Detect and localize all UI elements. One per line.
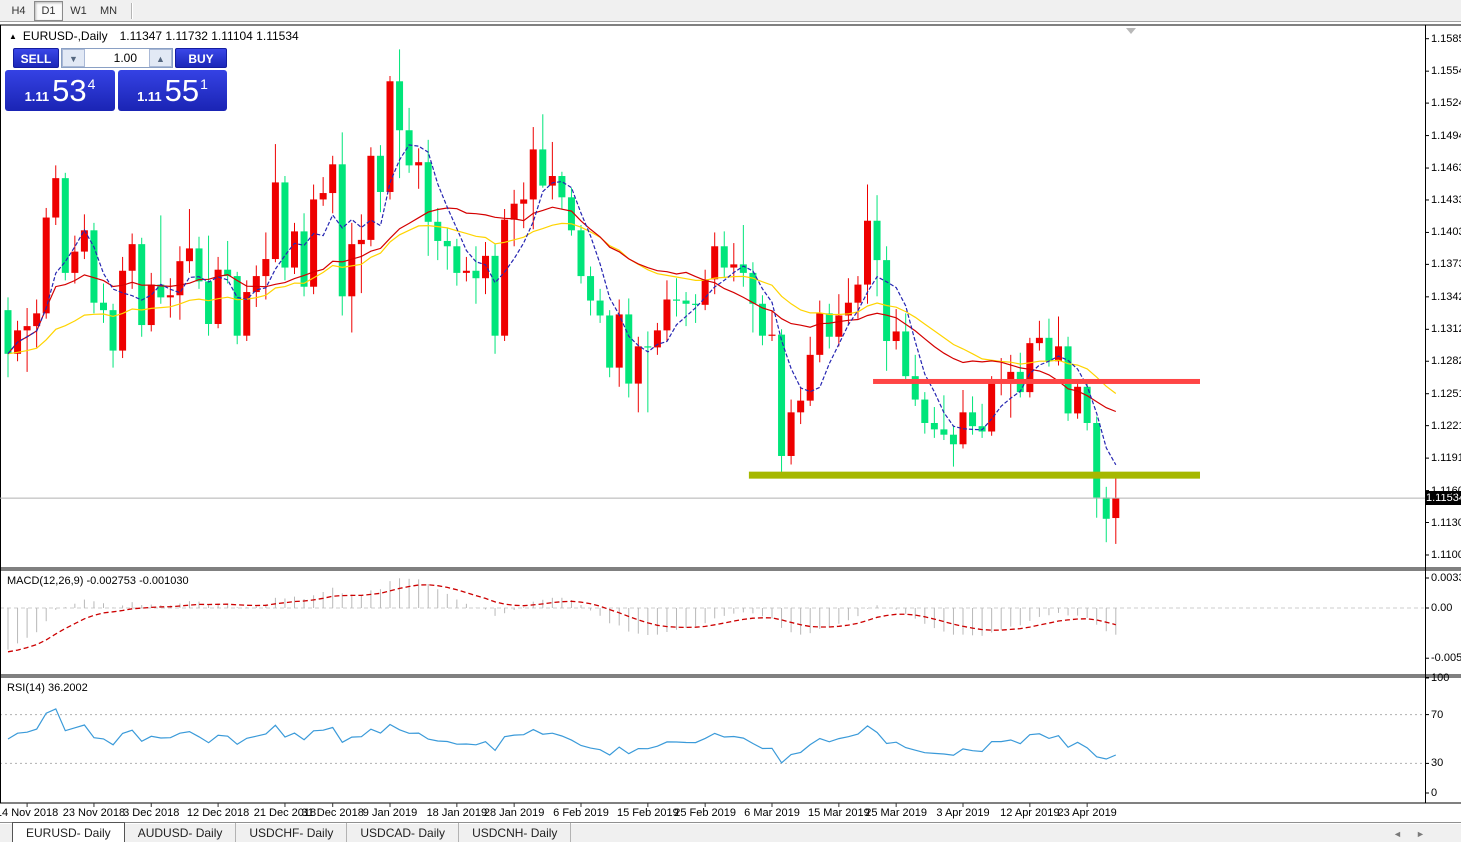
price-axis-label: 1.15850 <box>1431 32 1461 45</box>
macd-indicator-label: MACD(12,26,9) -0.002753 -0.001030 <box>7 575 189 587</box>
date-axis-label: 3 Apr 2019 <box>936 807 990 819</box>
price-axis-label: 1.13120 <box>1431 323 1461 336</box>
date-axis-label: 18 Jan 2019 <box>426 807 488 819</box>
rsi-axis-label: 30 <box>1431 757 1444 770</box>
date-axis-label: 6 Mar 2019 <box>744 807 800 819</box>
sell-price-pipette: 4 <box>87 75 96 92</box>
sell-price-prefix: 1.11 <box>24 89 50 104</box>
price-axis-label: 1.11910 <box>1431 452 1461 465</box>
tab-eurusd[interactable]: EURUSD- Daily <box>12 822 125 842</box>
buy-price-display[interactable]: 1.11 55 1 <box>118 70 227 111</box>
timeframe-button-w1[interactable]: W1 <box>70 4 87 17</box>
buy-button[interactable]: BUY <box>175 48 227 68</box>
timeframe-button-mn[interactable]: MN <box>99 4 118 17</box>
timeframe-button-d1[interactable]: D1 <box>34 0 63 21</box>
price-axis-label: 1.15245 <box>1431 97 1461 110</box>
timeframe-button-h4[interactable]: H4 <box>11 4 26 17</box>
buy-price-prefix: 1.11 <box>137 89 162 104</box>
price-axis-label: 1.14940 <box>1431 129 1461 142</box>
price-axis-label: 1.12215 <box>1431 419 1461 432</box>
price-axis-label: 1.14635 <box>1431 162 1461 175</box>
price-axis-label: 1.13425 <box>1431 290 1461 303</box>
macd-axis-label: 0.003383 <box>1431 572 1461 584</box>
tab-scroll-left-icon[interactable]: ◄ <box>1393 829 1402 839</box>
price-axis-label: 1.14335 <box>1431 193 1461 206</box>
tab-usdcnh[interactable]: USDCNH- Daily <box>459 823 572 842</box>
rsi-axis-label: 70 <box>1431 708 1444 721</box>
collapse-triangle-icon[interactable]: ▲ <box>9 31 17 41</box>
date-axis-label: 21 Dec 2018 <box>253 807 317 819</box>
price-axis-label: 1.14030 <box>1431 226 1461 239</box>
volume-input[interactable]: 1.00 <box>113 51 137 65</box>
scroll-to-end-marker-icon[interactable] <box>1126 28 1136 34</box>
price-axis-label: 1.13730 <box>1431 258 1461 271</box>
rsi-axis-label: 0 <box>1431 787 1438 799</box>
symbol-tab-bar: EURUSD- Daily AUDUSD- Daily USDCHF- Daily U… <box>0 822 1461 842</box>
rsi-axis-label: 100 <box>1431 672 1450 684</box>
tab-usdcad[interactable]: USDCAD- Daily <box>347 823 460 842</box>
tab-audusd[interactable]: AUDUSD- Daily <box>125 823 237 842</box>
price-axis-label: 1.12820 <box>1431 355 1461 368</box>
sell-price-big-digits: 53 <box>52 72 87 108</box>
date-axis-label: 25 Mar 2019 <box>865 807 928 819</box>
macd-axis-label: -0.005663 <box>1431 652 1461 665</box>
date-axis-label: 15 Mar 2019 <box>807 807 870 819</box>
sell-price-display[interactable]: 1.11 53 4 <box>5 70 115 111</box>
timeframe-toolbar: H4 D1 W1 MN <box>0 0 1461 22</box>
date-axis-label: 25 Feb 2019 <box>674 807 737 819</box>
price-axis-label: 1.11305 <box>1431 516 1461 529</box>
chart-ohlc-values: 1.11347 1.11732 1.11104 1.11534 <box>119 29 299 43</box>
buy-price-pipette: 1 <box>200 75 208 92</box>
rsi-indicator-label: RSI(14) 36.2002 <box>7 682 88 694</box>
date-axis-label: 14 Nov 2018 <box>0 807 59 819</box>
volume-spinner: ▼ 1.00 ▲ <box>61 48 173 68</box>
macd-axis-label: 0.00 <box>1431 602 1453 614</box>
toolbar-separator <box>131 2 133 19</box>
chart-symbol-label: EURUSD-,Daily <box>22 29 108 43</box>
date-axis-label: 3 Dec 2018 <box>123 807 180 819</box>
tab-scroll-right-icon[interactable]: ► <box>1416 829 1425 839</box>
price-axis-label: 1.11605 <box>1431 484 1461 497</box>
support-line[interactable] <box>748 471 1200 479</box>
price-axis-label: 1.15545 <box>1431 65 1461 78</box>
date-axis-label: 12 Apr 2019 <box>1000 807 1060 819</box>
date-axis-label: 6 Feb 2019 <box>553 807 609 819</box>
date-axis-label: 12 Dec 2018 <box>186 807 250 819</box>
date-axis-label: 15 Feb 2019 <box>616 807 679 819</box>
date-axis-label: 23 Nov 2018 <box>62 807 126 819</box>
date-axis-label: 9 Jan 2019 <box>362 807 418 819</box>
price-axis-label: 1.12515 <box>1431 387 1461 400</box>
volume-increase-button[interactable]: ▲ <box>149 49 172 67</box>
date-axis-label: 31 Dec 2018 <box>301 807 364 819</box>
tab-usdchf[interactable]: USDCHF- Daily <box>236 823 348 842</box>
chart-title: ▲ EURUSD-,Daily 1.11347 1.11732 1.11104 … <box>9 29 299 43</box>
sell-button[interactable]: SELL <box>13 48 59 68</box>
resistance-line[interactable] <box>873 378 1200 384</box>
buy-price-big-digits: 55 <box>164 72 200 108</box>
date-axis-label: 28 Jan 2019 <box>483 807 545 819</box>
volume-decrease-button[interactable]: ▼ <box>62 49 85 67</box>
date-axis-label: 23 Apr 2019 <box>1057 807 1117 819</box>
current-price-badge: 1.11534 <box>1426 491 1461 506</box>
